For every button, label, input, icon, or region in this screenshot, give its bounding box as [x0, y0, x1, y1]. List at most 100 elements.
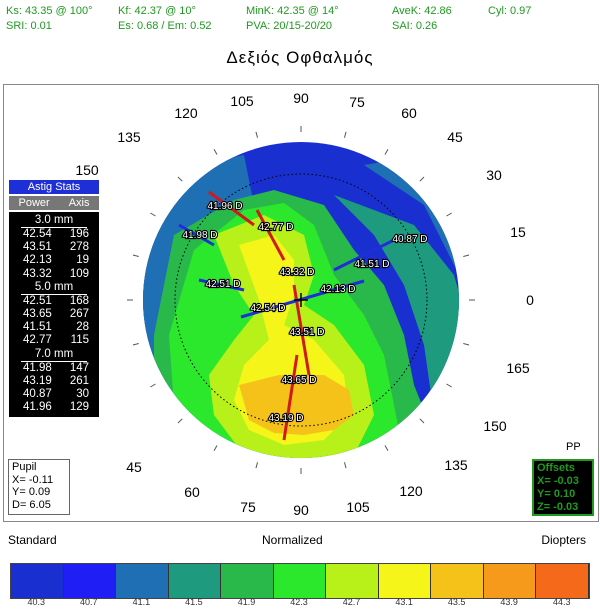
- pupil-circle: [174, 173, 428, 427]
- power-value: 42.77: [23, 334, 52, 347]
- axis-value: 109: [69, 267, 89, 280]
- scale-swatch: [378, 564, 432, 598]
- power-value: 41.51: [23, 321, 52, 334]
- axis-label: 120: [174, 105, 198, 121]
- axis-value: 30: [76, 388, 89, 401]
- axis-label: 45: [447, 129, 463, 145]
- degree-tick: [150, 212, 156, 217]
- axis-label: 105: [346, 499, 370, 515]
- scale-value: 41.9: [237, 597, 256, 607]
- color-scale: [10, 563, 590, 599]
- table-row: 43.51 278: [9, 241, 99, 254]
- color-map-regions: [143, 142, 459, 458]
- power-value: 42.54: [23, 228, 52, 240]
- axis-value: 267: [69, 308, 89, 321]
- degree-tick: [213, 445, 218, 451]
- table-row: 41.96 129: [9, 401, 99, 414]
- degree-tick: [463, 342, 470, 346]
- center-cross: [294, 293, 308, 307]
- astig-stats-button[interactable]: Astig Stats: [9, 180, 99, 194]
- meridian-blue-4: [333, 233, 405, 272]
- region-orange: [239, 375, 354, 435]
- meridian-blue-1: [178, 223, 215, 247]
- offsets-title: Offsets: [537, 462, 575, 474]
- meridian-blue-2: [198, 278, 245, 292]
- section-label: 5.0 mm: [21, 281, 87, 295]
- normalized-label[interactable]: Normalized: [262, 533, 323, 547]
- scale-value: 43.5: [447, 597, 466, 607]
- axis-label: 15: [510, 224, 526, 240]
- axis-label: 120: [399, 483, 423, 499]
- table-row: 43.19 261: [9, 375, 99, 388]
- table-row: 43.32 109: [9, 268, 99, 281]
- power-value: 40.87: [23, 388, 52, 401]
- axis-value: 28: [76, 321, 89, 334]
- axis-label: 30: [486, 167, 502, 183]
- axis-value: 115: [70, 334, 89, 347]
- ks-stat: Ks: 43.35 @ 100°: [6, 5, 93, 17]
- degree-tick: [384, 149, 389, 155]
- dioptric-value-label: 42.51 D: [205, 279, 240, 290]
- pupil-panel: Pupil X= -0.11 Y= 0.09 D= 6.05: [8, 459, 70, 515]
- degree-tick: [419, 418, 425, 424]
- scale-swatch: [221, 564, 274, 598]
- table-row: 40.87 30: [9, 388, 99, 401]
- mink-stat: MinK: 42.35 @ 14°: [246, 5, 339, 17]
- astig-table: 3.0 mm 42.54 196 43.51 278 42.13 19 43.32 10…: [9, 212, 99, 418]
- degree-tick: [446, 383, 452, 388]
- section-label: 7.0 mm: [21, 348, 87, 362]
- axis-label: 45: [126, 459, 142, 475]
- dioptric-value-labels: 41.96 D 42.77 D 41.98 D 40.87 D 43.32 D 41.51…: [181, 200, 428, 425]
- es-em-stat: Es: 0.68 / Em: 0.52: [118, 20, 212, 32]
- region-seagreen-right: [334, 195, 459, 425]
- table-row: 43.65 267: [9, 308, 99, 321]
- scale-swatch: [11, 564, 64, 598]
- degree-tick: [132, 342, 139, 346]
- section-label: 3.0 mm: [21, 214, 87, 228]
- degree-tick: [150, 383, 156, 388]
- degree-tick: [255, 462, 259, 469]
- scale-swatch: [483, 564, 537, 598]
- power-value: 43.32: [23, 267, 52, 280]
- degree-tick: [446, 212, 452, 217]
- table-row: 42.54 196: [9, 228, 99, 241]
- dioptric-value-label: 42.13 D: [320, 284, 355, 295]
- scale-value: 42.3: [290, 597, 308, 607]
- degree-tick: [213, 149, 218, 155]
- power-header: Power: [18, 197, 50, 209]
- dioptric-value-label: 43.65 D: [281, 375, 316, 386]
- axis-label: 75: [349, 94, 365, 110]
- axis-value: 261: [69, 374, 89, 387]
- table-row: 42.77 115: [9, 334, 99, 347]
- degree-tick: [343, 131, 347, 138]
- topography-map[interactable]: 90 75604530150165150135120105907560451501…: [4, 85, 598, 521]
- dioptric-value-label: 43.32 D: [279, 267, 314, 278]
- stats-bar: Ks: 43.35 @ 100° Kf: 42.37 @ 10° MinK: 4…: [0, 0, 600, 36]
- pupil-y: Y= 0.09: [12, 486, 51, 498]
- axis-label: 90: [293, 90, 309, 106]
- power-value: 42.13: [23, 254, 52, 267]
- power-value: 43.51: [23, 241, 52, 254]
- dioptric-value-label: 42.54 D: [250, 303, 285, 314]
- scale-swatch: [326, 564, 379, 598]
- degree-ticks: [127, 126, 475, 474]
- color-scale-labels: 40.3 40.7 41.1 41.5 41.9 42.3 42.7 43.1 43.5 43.9…: [10, 597, 588, 607]
- degree-tick: [132, 254, 139, 258]
- dioptric-value-label: 43.19 D: [268, 413, 303, 424]
- pupil-d: D= 6.05: [12, 498, 51, 511]
- pupil-title: Pupil: [12, 461, 37, 473]
- scale-value: 43.9: [500, 597, 518, 607]
- pva-stat: PVA: 20/15-20/20: [246, 20, 333, 32]
- axis-value: 147: [69, 361, 89, 374]
- meridian-red-4: [282, 354, 299, 441]
- diopters-label[interactable]: Diopters: [541, 533, 586, 547]
- dioptric-value-label: 42.77 D: [258, 222, 293, 233]
- scale-value: 42.7: [342, 597, 361, 607]
- axis-value: 168: [69, 294, 89, 307]
- power-value: 41.98: [23, 361, 52, 374]
- kf-stat: Kf: 42.37 @ 10°: [118, 5, 196, 17]
- standard-label[interactable]: Standard: [8, 533, 57, 547]
- sai-stat: SAI: 0.26: [392, 20, 438, 32]
- table-row: 42.51 168: [9, 295, 99, 308]
- degree-tick: [255, 131, 259, 138]
